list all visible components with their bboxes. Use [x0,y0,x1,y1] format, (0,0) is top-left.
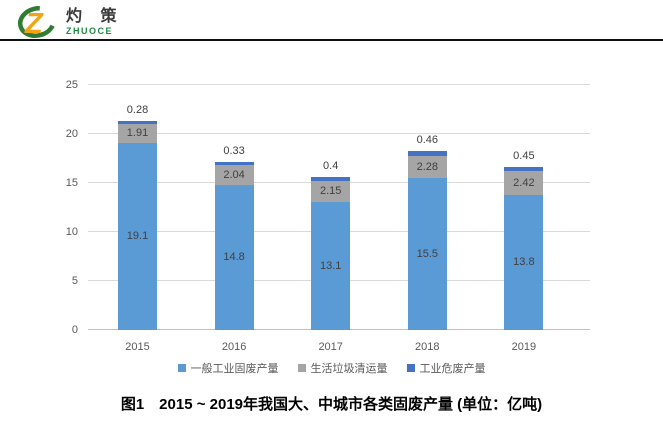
legend-label: 工业危废产量 [419,363,486,375]
y-tick-label: 5 [71,275,78,287]
gridline [88,133,590,134]
legend-swatch-icon [297,364,306,372]
y-tick-label: 25 [65,79,78,91]
bar-segment-2018-s1 [407,178,447,330]
data-label-2015-s1: 19.1 [126,230,149,243]
x-tick-label: 2015 [125,341,150,353]
y-axis: 0 5 10 15 20 25 [40,79,78,336]
bar-segment-2015-s3 [118,121,157,125]
data-label-2016-s2: 2.04 [223,168,245,181]
y-tick-label: 10 [65,226,78,238]
x-tick-label: 2016 [221,341,247,353]
y-tick-label: 0 [71,324,78,336]
legend-label: 生活垃圾清运量 [310,363,388,375]
data-label-2017-s3: 0.4 [323,159,339,172]
brand-header: Z 灼 策 ZHUOCE [16,3,123,40]
bar-segment-2016-s3 [214,161,254,165]
bar-segment-2019-s1 [504,194,544,330]
bar-segment-2019-s2 [504,171,544,195]
logo-z: Z [24,8,44,40]
bar-segment-2016-s1 [214,184,254,330]
y-tick-label: 20 [65,128,78,140]
legend-swatch-icon [177,364,186,372]
bar-segment-2017-s3 [311,176,351,181]
bar-segment-2019-s3 [504,166,544,172]
data-label-2018-s2: 2.28 [416,160,438,173]
data-label-2016-s3: 0.33 [223,144,245,157]
data-label-2017-s1: 13.1 [319,259,342,272]
bar-segment-2017-s2 [311,180,351,202]
legend-item-3: 工业危废产量 [406,360,486,376]
brand-name-cn: 灼 策 [66,7,124,25]
legend-item-2: 生活垃圾清运量 [297,360,388,376]
bar-segment-2015-s2 [118,124,157,143]
data-label-2018-s1: 15.5 [416,248,438,261]
brand-name-en: ZHUOCE [66,25,113,36]
x-tick-label: 2018 [415,341,440,353]
legend-item-1: 一般工业固废产量 [177,360,279,376]
data-label-2018-s3: 0.46 [416,134,438,147]
header-divider [0,39,663,41]
data-label-2015-s2: 1.91 [126,127,149,140]
data-label-2017-s2: 2.15 [319,185,342,198]
bar-segment-2016-s2 [214,164,254,185]
y-tick-label: 15 [65,177,78,189]
data-label-2016-s1: 14.8 [223,251,245,264]
data-label-2015-s3: 0.28 [126,104,149,117]
gridline [88,84,590,85]
zhuoce-logo-icon: Z [17,6,57,40]
x-tick-label: 2019 [511,341,537,353]
brand-text: 灼 策 ZHUOCE [66,8,123,36]
bar-segment-2018-s2 [407,155,447,179]
legend-label: 一般工业固废产量 [190,363,279,375]
bar-segment-2015-s1 [118,142,157,330]
bar-segment-2018-s3 [407,151,447,156]
legend: 一般工业固废产量 生活垃圾清运量 工业危废产量 [0,360,663,376]
figure-caption: 图1 2015 ~ 2019年我国大、中城市各类固废产量 (单位：亿吨) [120,396,543,413]
logo-swoosh [17,6,57,38]
plot-area: 19.1 1.91 0.28 2015 14.8 2.04 0.33 2016 13.1 2.15… [88,84,590,353]
data-label-2019-s3: 0.45 [513,149,535,162]
data-label-2019-s2: 2.42 [513,176,535,189]
legend-swatch-icon [406,364,415,372]
x-tick-label: 2017 [318,341,343,353]
data-label-2019-s1: 13.8 [513,256,535,269]
bar-segment-2017-s1 [311,201,351,330]
